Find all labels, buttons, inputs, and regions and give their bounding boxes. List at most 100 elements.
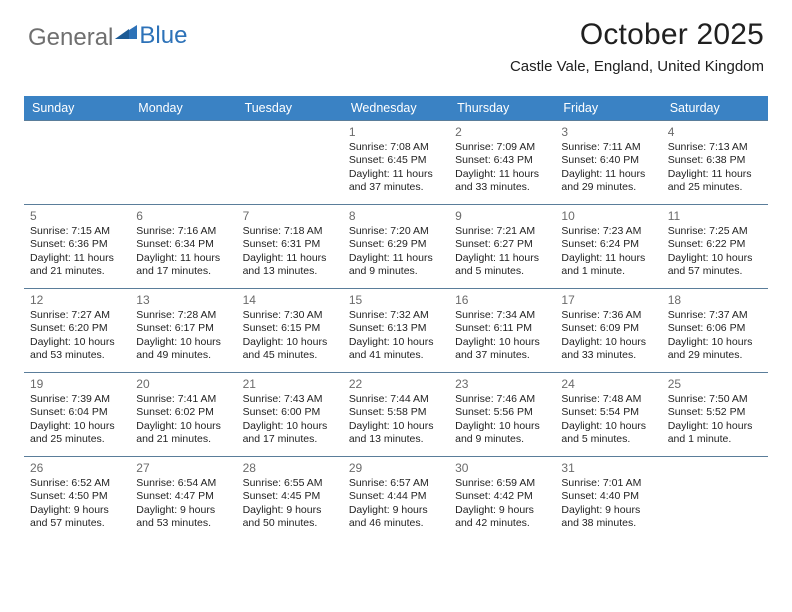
calendar-day-cell: 3 Sunrise: 7:11 AMSunset: 6:40 PMDaylight… — [555, 121, 661, 205]
day-info: Sunrise: 7:50 AMSunset: 5:52 PMDaylight:… — [668, 393, 762, 447]
weekday-header: Wednesday — [343, 96, 449, 121]
title-block: October 2025 Castle Vale, England, Unite… — [510, 18, 764, 75]
day-info: Sunrise: 7:34 AMSunset: 6:11 PMDaylight:… — [455, 309, 549, 363]
day-info: Sunrise: 7:13 AMSunset: 6:38 PMDaylight:… — [668, 141, 762, 195]
day-number: 8 — [349, 209, 443, 223]
calendar-day-cell: 13 Sunrise: 7:28 AMSunset: 6:17 PMDayligh… — [130, 289, 236, 373]
day-info: Sunrise: 7:46 AMSunset: 5:56 PMDaylight:… — [455, 393, 549, 447]
calendar-day-cell: 31Sunrise: 7:01 AMSunset: 4:40 PMDayligh… — [555, 457, 661, 541]
calendar-empty-cell — [24, 121, 130, 205]
day-number: 15 — [349, 293, 443, 307]
weekday-header: Thursday — [449, 96, 555, 121]
day-number: 10 — [561, 209, 655, 223]
calendar-page: General Blue October 2025 Castle Vale, E… — [0, 0, 792, 553]
calendar-day-cell: 24 Sunrise: 7:48 AMSunset: 5:54 PMDayligh… — [555, 373, 661, 457]
weekday-header: Tuesday — [237, 96, 343, 121]
calendar-empty-cell — [662, 457, 768, 541]
day-info: Sunrise: 7:09 AMSunset: 6:43 PMDaylight:… — [455, 141, 549, 195]
day-number: 17 — [561, 293, 655, 307]
day-number: 24 — [561, 377, 655, 391]
day-number: 28 — [243, 461, 337, 475]
calendar-empty-cell — [130, 121, 236, 205]
day-number: 2 — [455, 125, 549, 139]
page-title: October 2025 — [510, 18, 764, 52]
weekday-header: Friday — [555, 96, 661, 121]
day-number: 6 — [136, 209, 230, 223]
calendar-day-cell: 4 Sunrise: 7:13 AMSunset: 6:38 PMDaylight… — [662, 121, 768, 205]
day-info: Sunrise: 7:39 AMSunset: 6:04 PMDaylight:… — [30, 393, 124, 447]
day-number: 1 — [349, 125, 443, 139]
day-info: Sunrise: 7:20 AMSunset: 6:29 PMDaylight:… — [349, 225, 443, 279]
calendar-day-cell: 9 Sunrise: 7:21 AMSunset: 6:27 PMDaylight… — [449, 205, 555, 289]
day-number: 18 — [668, 293, 762, 307]
day-number: 21 — [243, 377, 337, 391]
calendar-day-cell: 7 Sunrise: 7:18 AMSunset: 6:31 PMDaylight… — [237, 205, 343, 289]
calendar-day-cell: 25 Sunrise: 7:50 AMSunset: 5:52 PMDayligh… — [662, 373, 768, 457]
day-info: Sunrise: 7:32 AMSunset: 6:13 PMDaylight:… — [349, 309, 443, 363]
calendar-day-cell: 23 Sunrise: 7:46 AMSunset: 5:56 PMDayligh… — [449, 373, 555, 457]
calendar-day-cell: 19Sunrise: 7:39 AMSunset: 6:04 PMDayligh… — [24, 373, 130, 457]
day-info: Sunrise: 7:48 AMSunset: 5:54 PMDaylight:… — [561, 393, 655, 447]
calendar-day-cell: 26 Sunrise: 6:52 AMSunset: 4:50 PMDayligh… — [24, 457, 130, 541]
day-number: 9 — [455, 209, 549, 223]
day-number: 7 — [243, 209, 337, 223]
day-number: 14 — [243, 293, 337, 307]
day-number: 23 — [455, 377, 549, 391]
day-info: Sunrise: 7:44 AMSunset: 5:58 PMDaylight:… — [349, 393, 443, 447]
day-info: Sunrise: 7:41 AMSunset: 6:02 PMDaylight:… — [136, 393, 230, 447]
day-info: Sunrise: 7:18 AMSunset: 6:31 PMDaylight:… — [243, 225, 337, 279]
day-number: 25 — [668, 377, 762, 391]
calendar-day-cell: 1 Sunrise: 7:08 AMSunset: 6:45 PMDaylight… — [343, 121, 449, 205]
day-number: 4 — [668, 125, 762, 139]
day-number: 29 — [349, 461, 443, 475]
weekday-header: Sunday — [24, 96, 130, 121]
calendar-week-row: 12 Sunrise: 7:27 AMSunset: 6:20 PMDayligh… — [24, 289, 768, 373]
header: General Blue October 2025 Castle Vale, E… — [24, 18, 768, 96]
calendar-day-cell: 10 Sunrise: 7:23 AMSunset: 6:24 PMDayligh… — [555, 205, 661, 289]
day-info: Sunrise: 7:11 AMSunset: 6:40 PMDaylight:… — [561, 141, 655, 195]
calendar-head: SundayMondayTuesdayWednesdayThursdayFrid… — [24, 96, 768, 121]
day-number: 26 — [30, 461, 124, 475]
day-info: Sunrise: 7:16 AMSunset: 6:34 PMDaylight:… — [136, 225, 230, 279]
day-info: Sunrise: 7:30 AMSunset: 6:15 PMDaylight:… — [243, 309, 337, 363]
calendar-week-row: 26 Sunrise: 6:52 AMSunset: 4:50 PMDayligh… — [24, 457, 768, 541]
calendar-empty-cell — [237, 121, 343, 205]
calendar-week-row: 1 Sunrise: 7:08 AMSunset: 6:45 PMDaylight… — [24, 121, 768, 205]
day-info: Sunrise: 7:28 AMSunset: 6:17 PMDaylight:… — [136, 309, 230, 363]
day-number: 12 — [30, 293, 124, 307]
logo-mark-icon — [115, 20, 139, 48]
calendar-day-cell: 16 Sunrise: 7:34 AMSunset: 6:11 PMDayligh… — [449, 289, 555, 373]
day-info: Sunrise: 6:55 AMSunset: 4:45 PMDaylight:… — [243, 477, 337, 531]
weekday-row: SundayMondayTuesdayWednesdayThursdayFrid… — [24, 96, 768, 121]
day-info: Sunrise: 7:25 AMSunset: 6:22 PMDaylight:… — [668, 225, 762, 279]
calendar-body: 1 Sunrise: 7:08 AMSunset: 6:45 PMDaylight… — [24, 121, 768, 541]
page-subtitle: Castle Vale, England, United Kingdom — [510, 58, 764, 75]
day-number: 3 — [561, 125, 655, 139]
day-number: 30 — [455, 461, 549, 475]
day-number: 5 — [30, 209, 124, 223]
calendar-day-cell: 28 Sunrise: 6:55 AMSunset: 4:45 PMDayligh… — [237, 457, 343, 541]
day-info: Sunrise: 6:57 AMSunset: 4:44 PMDaylight:… — [349, 477, 443, 531]
logo-text-1: General — [28, 24, 113, 52]
day-info: Sunrise: 7:01 AMSunset: 4:40 PMDaylight:… — [561, 477, 655, 531]
day-number: 16 — [455, 293, 549, 307]
logo-text-2: Blue — [139, 22, 187, 50]
calendar-day-cell: 14 Sunrise: 7:30 AMSunset: 6:15 PMDayligh… — [237, 289, 343, 373]
day-info: Sunrise: 7:43 AMSunset: 6:00 PMDaylight:… — [243, 393, 337, 447]
logo: General Blue — [28, 24, 187, 52]
day-info: Sunrise: 7:08 AMSunset: 6:45 PMDaylight:… — [349, 141, 443, 195]
calendar-day-cell: 8 Sunrise: 7:20 AMSunset: 6:29 PMDaylight… — [343, 205, 449, 289]
day-info: Sunrise: 6:52 AMSunset: 4:50 PMDaylight:… — [30, 477, 124, 531]
day-number: 13 — [136, 293, 230, 307]
calendar-day-cell: 20Sunrise: 7:41 AMSunset: 6:02 PMDayligh… — [130, 373, 236, 457]
day-info: Sunrise: 7:23 AMSunset: 6:24 PMDaylight:… — [561, 225, 655, 279]
day-info: Sunrise: 7:21 AMSunset: 6:27 PMDaylight:… — [455, 225, 549, 279]
calendar-day-cell: 18Sunrise: 7:37 AMSunset: 6:06 PMDayligh… — [662, 289, 768, 373]
calendar-day-cell: 27Sunrise: 6:54 AMSunset: 4:47 PMDayligh… — [130, 457, 236, 541]
calendar-day-cell: 5Sunrise: 7:15 AMSunset: 6:36 PMDaylight… — [24, 205, 130, 289]
day-info: Sunrise: 7:27 AMSunset: 6:20 PMDaylight:… — [30, 309, 124, 363]
calendar-day-cell: 12 Sunrise: 7:27 AMSunset: 6:20 PMDayligh… — [24, 289, 130, 373]
weekday-header: Saturday — [662, 96, 768, 121]
calendar-day-cell: 6 Sunrise: 7:16 AMSunset: 6:34 PMDaylight… — [130, 205, 236, 289]
calendar-day-cell: 21 Sunrise: 7:43 AMSunset: 6:00 PMDayligh… — [237, 373, 343, 457]
